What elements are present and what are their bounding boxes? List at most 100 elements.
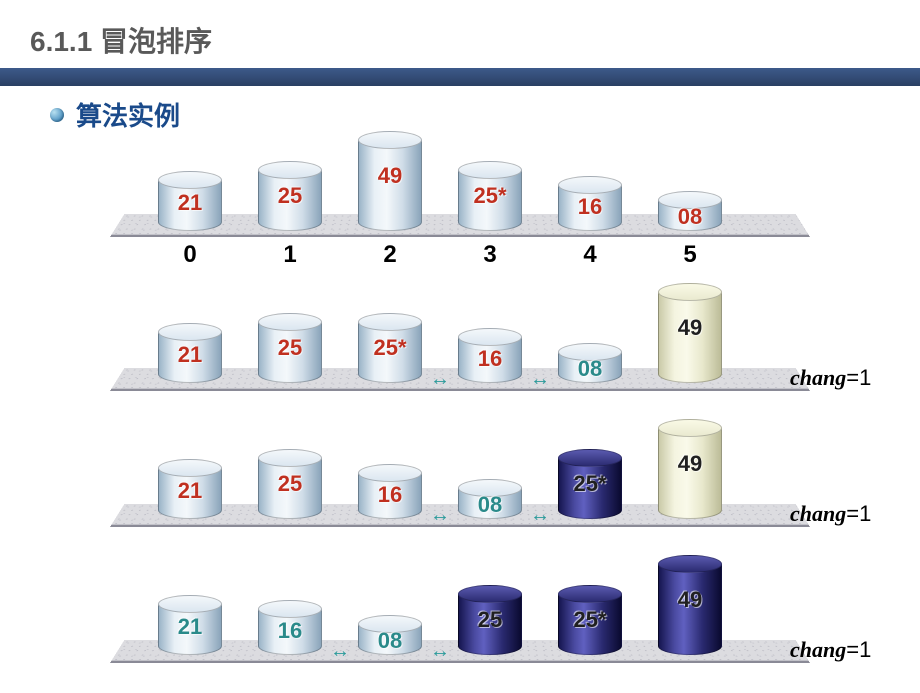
cylinder: 49 <box>358 131 422 231</box>
slide-title: 6.1.1 冒泡排序 <box>0 0 920 68</box>
chang-italic: chang <box>790 637 846 662</box>
chang-value: =1 <box>846 637 871 662</box>
cylinder-label: 08 <box>558 356 622 382</box>
cylinder-row: 21 25 49 25* 16 08 <box>140 111 780 231</box>
cylinder-label: 49 <box>658 315 722 341</box>
cylinder-top <box>158 171 222 189</box>
swap-arrow-icon: ↔ <box>430 368 450 391</box>
cylinder-label: 08 <box>358 628 422 654</box>
cylinder-slot: 25 <box>440 535 540 655</box>
cylinder-label: 25 <box>458 607 522 633</box>
cylinder-slot: 25* <box>540 399 640 519</box>
cylinder-top <box>458 328 522 346</box>
cylinder-slot: 16 <box>340 399 440 519</box>
cylinder-top <box>258 161 322 179</box>
chang-label: chang=1 <box>790 637 871 663</box>
cylinder: 08 <box>458 479 522 519</box>
cylinder-label: 49 <box>658 587 722 613</box>
cylinder-slot: 21 <box>140 111 240 231</box>
chang-label: chang=1 <box>790 365 871 391</box>
cylinder-top <box>658 419 722 437</box>
cylinder-top <box>558 449 622 467</box>
cylinder-top <box>558 585 622 603</box>
cylinder-slot: 49 <box>640 263 740 383</box>
cylinder: 25* <box>558 449 622 519</box>
cylinder-label: 16 <box>558 194 622 220</box>
cylinder-row: 2116082525*49↔↔ <box>140 535 780 655</box>
cylinder-slot: 08 <box>640 111 740 231</box>
cylinder-slot: 08 <box>440 399 540 519</box>
chang-value: =1 <box>846 365 871 390</box>
cylinder-label: 16 <box>358 482 422 508</box>
cylinder-label: 21 <box>158 342 222 368</box>
cylinder-top <box>658 283 722 301</box>
cylinder: 16 <box>458 328 522 383</box>
cylinder: 08 <box>558 343 622 383</box>
cylinder-slot: 16 <box>440 263 540 383</box>
cylinder-label: 25 <box>258 183 322 209</box>
cylinder-slot: 25 <box>240 263 340 383</box>
cylinder-label: 25* <box>458 183 522 209</box>
cylinder: 21 <box>158 171 222 231</box>
cylinder: 21 <box>158 323 222 383</box>
cylinder-slot: 49 <box>340 111 440 231</box>
cylinder-top <box>358 313 422 331</box>
chang-value: =1 <box>846 501 871 526</box>
cylinder: 49 <box>658 283 722 383</box>
diagram-stage: 01234521254925*1608212525*160849↔↔chang=… <box>0 133 920 693</box>
cylinder-label: 25* <box>558 607 622 633</box>
swap-arrow-icon: ↔ <box>530 368 550 391</box>
cylinder: 25* <box>358 313 422 383</box>
cylinder-top <box>158 323 222 341</box>
cylinder-slot: 08 <box>540 263 640 383</box>
swap-arrow-icon: ↔ <box>430 640 450 663</box>
cylinder-label: 08 <box>658 204 722 230</box>
title-underline <box>0 68 920 86</box>
cylinder-slot: 25 <box>240 399 340 519</box>
cylinder: 25 <box>458 585 522 655</box>
cylinder: 16 <box>558 176 622 231</box>
cylinder-slot: 16 <box>540 111 640 231</box>
cylinder-row: 212525*160849↔↔ <box>140 263 780 383</box>
chang-italic: chang <box>790 365 846 390</box>
cylinder-slot: 49 <box>640 399 740 519</box>
cylinder-label: 21 <box>158 478 222 504</box>
cylinder-label: 16 <box>258 618 322 644</box>
cylinder-slot: 16 <box>240 535 340 655</box>
cylinder-label: 49 <box>658 451 722 477</box>
cylinder: 25 <box>258 313 322 383</box>
cylinder-top <box>558 176 622 194</box>
cylinder: 21 <box>158 595 222 655</box>
cylinder-top <box>158 459 222 477</box>
cylinder: 25 <box>258 161 322 231</box>
cylinder-label: 49 <box>358 163 422 189</box>
cylinder-top <box>358 464 422 482</box>
cylinder-label: 25 <box>258 471 322 497</box>
cylinder: 25* <box>458 161 522 231</box>
cylinder-slot: 25* <box>440 111 540 231</box>
cylinder-row: 2125160825*49↔↔ <box>140 399 780 519</box>
cylinder-slot: 08 <box>340 535 440 655</box>
cylinder: 16 <box>258 600 322 655</box>
chang-italic: chang <box>790 501 846 526</box>
cylinder: 25 <box>258 449 322 519</box>
cylinder: 21 <box>158 459 222 519</box>
cylinder-top <box>258 600 322 618</box>
cylinder-top <box>458 161 522 179</box>
bullet-icon <box>50 108 64 122</box>
cylinder: 25* <box>558 585 622 655</box>
cylinder-top <box>658 555 722 573</box>
cylinder-label: 25 <box>258 335 322 361</box>
cylinder-top <box>358 131 422 149</box>
cylinder-slot: 25 <box>240 111 340 231</box>
cylinder-slot: 21 <box>140 535 240 655</box>
cylinder-top <box>258 313 322 331</box>
cylinder: 49 <box>658 555 722 655</box>
cylinder: 08 <box>358 615 422 655</box>
cylinder-slot: 25* <box>540 535 640 655</box>
cylinder-label: 21 <box>158 190 222 216</box>
cylinder-top <box>258 449 322 467</box>
swap-arrow-icon: ↔ <box>530 504 550 527</box>
cylinder-top <box>158 595 222 613</box>
cylinder: 49 <box>658 419 722 519</box>
